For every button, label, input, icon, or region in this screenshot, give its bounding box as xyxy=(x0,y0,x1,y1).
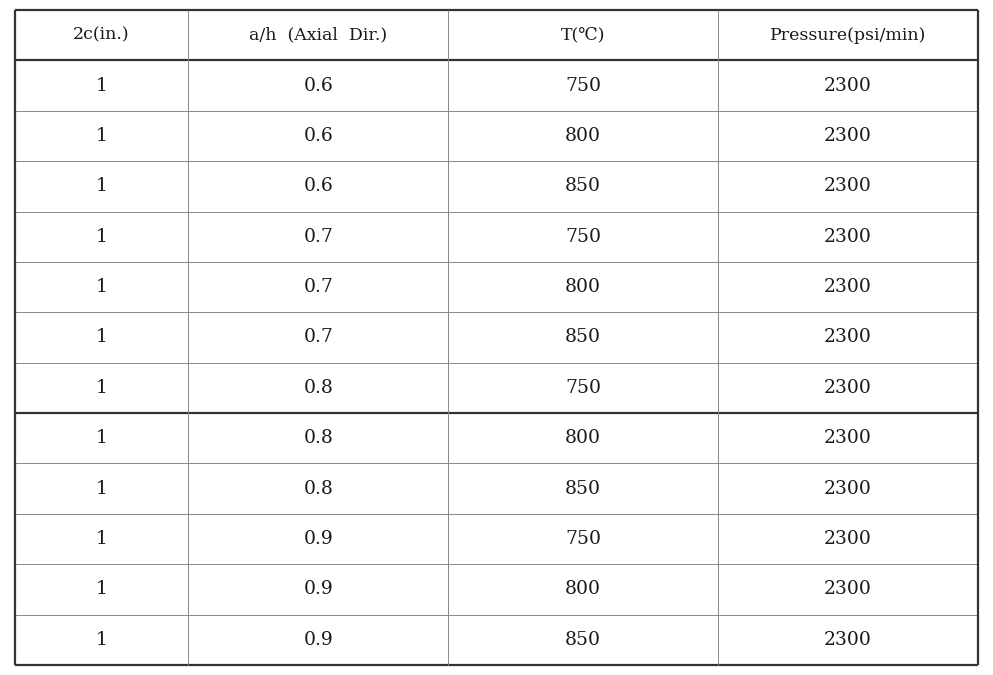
Text: 1: 1 xyxy=(95,530,107,548)
Text: 1: 1 xyxy=(95,77,107,95)
Text: 0.6: 0.6 xyxy=(304,77,334,95)
Text: 800: 800 xyxy=(565,127,601,145)
Text: T(℃): T(℃) xyxy=(561,27,606,44)
Text: 0.9: 0.9 xyxy=(304,580,334,598)
Text: 2300: 2300 xyxy=(824,178,872,195)
Text: 0.9: 0.9 xyxy=(304,630,334,649)
Text: 1: 1 xyxy=(95,227,107,246)
Text: 2300: 2300 xyxy=(824,480,872,497)
Text: 2300: 2300 xyxy=(824,580,872,598)
Text: 0.8: 0.8 xyxy=(304,379,334,397)
Text: 2300: 2300 xyxy=(824,127,872,145)
Text: 750: 750 xyxy=(565,379,601,397)
Text: 0.6: 0.6 xyxy=(304,127,334,145)
Text: 850: 850 xyxy=(565,480,601,497)
Text: 1: 1 xyxy=(95,379,107,397)
Text: 1: 1 xyxy=(95,429,107,448)
Text: 2300: 2300 xyxy=(824,278,872,296)
Text: 2300: 2300 xyxy=(824,329,872,346)
Text: 1: 1 xyxy=(95,278,107,296)
Text: 2300: 2300 xyxy=(824,77,872,95)
Text: 1: 1 xyxy=(95,630,107,649)
Text: 2300: 2300 xyxy=(824,227,872,246)
Text: Pressure(psi/min): Pressure(psi/min) xyxy=(770,27,926,44)
Text: 1: 1 xyxy=(95,127,107,145)
Text: 1: 1 xyxy=(95,480,107,497)
Text: 800: 800 xyxy=(565,429,601,448)
Text: 0.8: 0.8 xyxy=(304,480,334,497)
Text: 800: 800 xyxy=(565,580,601,598)
Text: 2300: 2300 xyxy=(824,429,872,448)
Text: 2300: 2300 xyxy=(824,379,872,397)
Text: 0.7: 0.7 xyxy=(304,227,334,246)
Text: 0.6: 0.6 xyxy=(304,178,334,195)
Text: 750: 750 xyxy=(565,77,601,95)
Text: 850: 850 xyxy=(565,178,601,195)
Text: 800: 800 xyxy=(565,278,601,296)
Text: 0.7: 0.7 xyxy=(304,278,334,296)
Text: 0.7: 0.7 xyxy=(304,329,334,346)
Text: 750: 750 xyxy=(565,530,601,548)
Text: 850: 850 xyxy=(565,329,601,346)
Text: 0.9: 0.9 xyxy=(304,530,334,548)
Text: a/h  (Axial  Dir.): a/h (Axial Dir.) xyxy=(249,27,387,44)
Text: 2c(in.): 2c(in.) xyxy=(73,27,130,44)
Text: 850: 850 xyxy=(565,630,601,649)
Text: 1: 1 xyxy=(95,178,107,195)
Text: 2300: 2300 xyxy=(824,630,872,649)
Text: 1: 1 xyxy=(95,580,107,598)
Text: 0.8: 0.8 xyxy=(304,429,334,448)
Text: 2300: 2300 xyxy=(824,530,872,548)
Text: 750: 750 xyxy=(565,227,601,246)
Text: 1: 1 xyxy=(95,329,107,346)
